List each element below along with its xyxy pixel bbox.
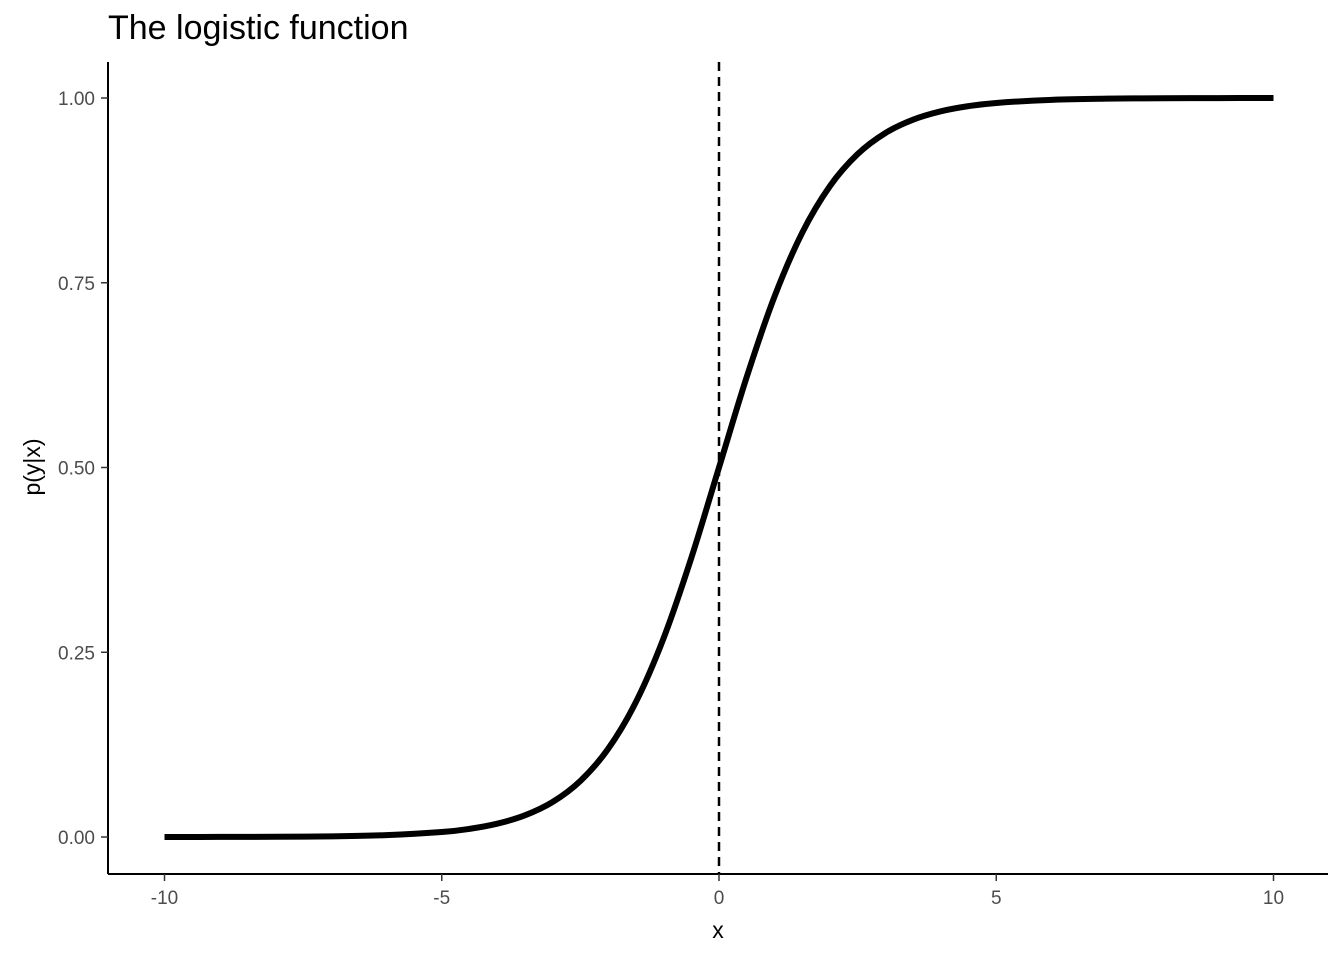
x-tick-label: 5 [991,888,1002,909]
y-tick-label: 0.00 [58,828,95,849]
y-axis-label: p(y|x) [19,438,45,495]
x-tick-label: -10 [151,888,178,909]
logistic-curve-line [164,95,1274,840]
y-tick-label: 0.75 [58,274,95,295]
x-tick-label: 0 [714,888,725,909]
y-tick-label: 0.25 [58,643,95,664]
axes: -10 -5 0 5 10 0.00 0.25 0.50 0.75 1.00 [58,62,1328,909]
x-tick-label: 10 [1263,888,1284,909]
series-group [164,95,1274,840]
y-tick-label: 1.00 [58,89,95,110]
x-axis-label: x [712,917,724,943]
y-tick-label: 0.50 [58,459,95,480]
x-tick-label: -5 [433,888,450,909]
chart-title: The logistic function [108,9,409,47]
